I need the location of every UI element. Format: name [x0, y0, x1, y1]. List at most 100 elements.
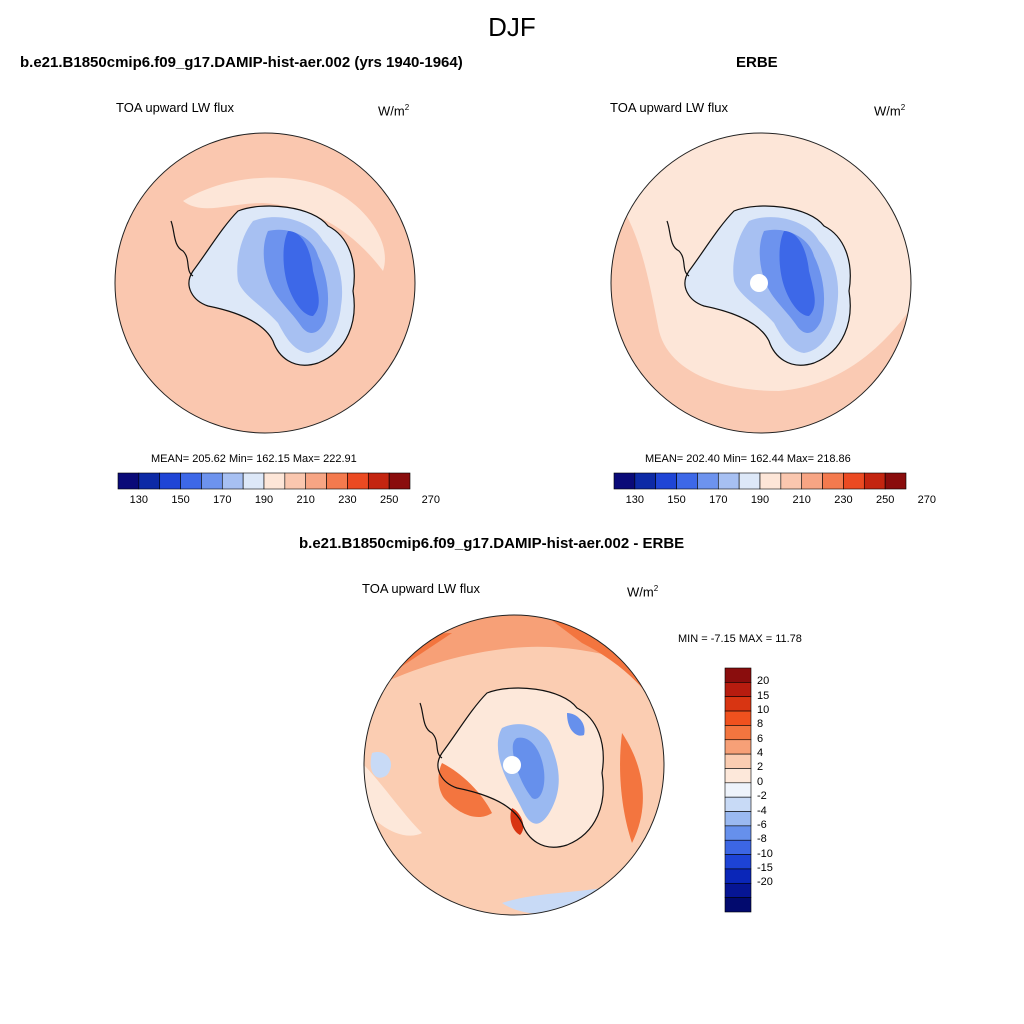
- colorbar-tick-label: -20: [757, 876, 773, 889]
- colorbar-tick-label: 8: [757, 718, 764, 731]
- colorbar-swatch: [738, 472, 761, 490]
- colorbar-swatch: [863, 472, 886, 490]
- colorbar-swatch: [724, 782, 752, 798]
- colorbar-swatch: [724, 768, 752, 784]
- colorbar-swatch: [326, 472, 348, 490]
- colorbar-swatch: [724, 839, 752, 855]
- season-title: DJF: [488, 12, 536, 42]
- left-colorbar: [117, 472, 411, 490]
- diff-west-cool: [370, 752, 392, 778]
- colorbar-swatch: [221, 472, 244, 490]
- colorbar-tick-label: 230: [338, 494, 357, 506]
- colorbar-tick-label: -6: [757, 818, 767, 831]
- colorbar-tick-label: 190: [750, 494, 770, 506]
- right-stats-label: MEAN= 202.40 Min= 162.44 Max= 218.86: [645, 453, 851, 465]
- diff-east-warm: [620, 733, 643, 843]
- diff-units-label: W/m2: [627, 584, 659, 600]
- diff-polar-map: [363, 614, 665, 916]
- diff-south-cool: [502, 888, 602, 914]
- right-outer-band: [611, 191, 911, 433]
- right-units-label: W/m2: [874, 103, 906, 119]
- right-pole-hole: [750, 274, 768, 292]
- colorbar-tick-label: 2: [757, 761, 764, 774]
- colorbar-swatch: [724, 897, 752, 913]
- colorbar-swatch: [388, 472, 411, 490]
- diff-colorbar-ticks: 20 15 10 8 6 4 2 0 -2 -4 -6 -8 -10 -15 -20: [757, 668, 797, 912]
- colorbar-tick-label: 210: [296, 494, 315, 506]
- colorbar-swatch: [724, 725, 752, 741]
- right-map-border: [610, 132, 912, 434]
- colorbar-swatch: [724, 739, 752, 755]
- colorbar-tick-label: -2: [757, 790, 767, 803]
- left-panel-title: b.e21.B1850cmip6.f09_g17.DAMIP-hist-aer.…: [20, 54, 463, 71]
- colorbar-swatch: [305, 472, 327, 490]
- right-polar-map: [610, 132, 912, 434]
- colorbar-tick-label: -10: [757, 847, 773, 860]
- colorbar-swatch: [242, 472, 265, 490]
- right-colorbar: [613, 472, 907, 490]
- right-peninsula-coast: [666, 220, 690, 277]
- colorbar-tick-label: 170: [213, 494, 232, 506]
- colorbar-swatch: [724, 682, 752, 698]
- diff-colorbar: [724, 667, 752, 913]
- diff-minmax-label: MIN = -7.15 MAX = 11.78: [678, 633, 802, 645]
- diff-variable-label: TOA upward LW flux: [362, 581, 481, 596]
- colorbar-swatch: [347, 472, 369, 490]
- diff-pole-hole: [503, 756, 521, 774]
- colorbar-swatch: [697, 472, 719, 490]
- left-units-label: W/m2: [378, 103, 410, 119]
- diff-map-border: [363, 614, 665, 916]
- colorbar-swatch: [724, 882, 752, 898]
- colorbar-tick-label: 6: [757, 732, 764, 745]
- colorbar-swatch: [284, 472, 307, 490]
- colorbar-tick-label: 250: [379, 494, 399, 506]
- colorbar-swatch: [117, 472, 140, 490]
- colorbar-swatch: [724, 854, 752, 870]
- colorbar-swatch: [724, 753, 752, 769]
- colorbar-tick-label: 210: [792, 494, 811, 506]
- colorbar-tick-label: 10: [757, 704, 770, 717]
- colorbar-tick-label: 150: [667, 494, 686, 506]
- colorbar-tick-label: 270: [917, 494, 937, 506]
- colorbar-swatch: [201, 472, 223, 490]
- colorbar-tick-label: 20: [757, 675, 770, 688]
- colorbar-swatch: [801, 472, 823, 490]
- right-panel-title: ERBE: [736, 54, 778, 71]
- colorbar-tick-label: 230: [834, 494, 853, 506]
- colorbar-tick-label: 4: [757, 747, 764, 760]
- colorbar-tick-label: 190: [254, 494, 274, 506]
- colorbar-tick-label: 0: [757, 775, 764, 788]
- colorbar-swatch: [724, 796, 752, 812]
- colorbar-tick-label: 170: [709, 494, 728, 506]
- right-variable-label: TOA upward LW flux: [610, 100, 729, 115]
- colorbar-tick-label: -8: [757, 833, 767, 846]
- diff-west-neutral: [364, 763, 422, 836]
- colorbar-swatch: [780, 472, 803, 490]
- diff-panel-title: b.e21.B1850cmip6.f09_g17.DAMIP-hist-aer.…: [299, 535, 685, 552]
- left-stats-label: MEAN= 205.62 Min= 162.15 Max= 222.91: [151, 453, 357, 465]
- colorbar-swatch: [180, 472, 202, 490]
- colorbar-swatch: [634, 472, 657, 490]
- colorbar-swatch: [724, 825, 752, 841]
- colorbar-tick-label: 130: [129, 494, 149, 506]
- left-antarctica-core: [283, 231, 319, 316]
- diff-coastline: [437, 687, 604, 848]
- left-variable-label: TOA upward LW flux: [116, 100, 235, 115]
- colorbar-swatch: [717, 472, 740, 490]
- colorbar-tick-label: 250: [875, 494, 895, 506]
- right-antarctica-core: [779, 231, 815, 316]
- colorbar-tick-label: -15: [757, 861, 773, 874]
- colorbar-tick-label: 130: [625, 494, 645, 506]
- right-colorbar-ticks: 130 150 170 190 210 230 250 270: [614, 494, 936, 508]
- left-polar-map: [114, 132, 416, 434]
- colorbar-swatch: [724, 868, 752, 884]
- colorbar-swatch: [676, 472, 698, 490]
- colorbar-tick-label: 15: [757, 689, 770, 702]
- colorbar-swatch: [724, 710, 752, 726]
- colorbar-swatch: [884, 472, 907, 490]
- colorbar-swatch: [655, 472, 677, 490]
- diff-peninsula-coast: [419, 702, 443, 759]
- diff-interior-cooler: [512, 737, 545, 799]
- colorbar-swatch: [724, 667, 752, 683]
- colorbar-swatch: [263, 472, 286, 490]
